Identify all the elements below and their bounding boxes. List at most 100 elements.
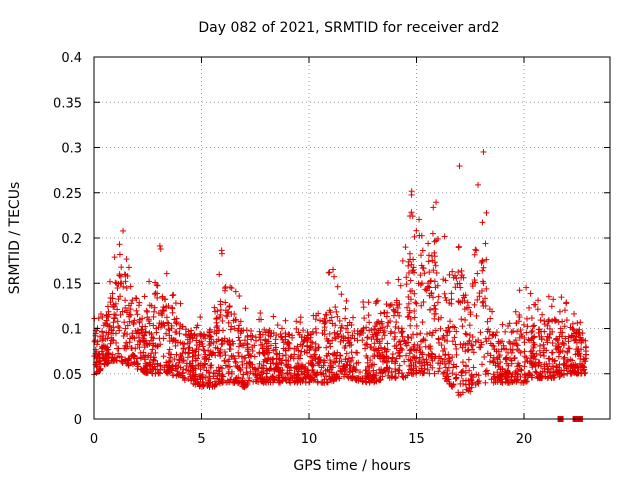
- data-point: [329, 320, 336, 327]
- data-point: [127, 306, 134, 313]
- data-point: [296, 331, 303, 338]
- data-point: [464, 347, 471, 354]
- data-point: [355, 359, 362, 366]
- data-point: [169, 309, 176, 316]
- data-point: [123, 339, 130, 346]
- data-point: [376, 366, 383, 373]
- data-point: [169, 304, 176, 311]
- data-point: [330, 266, 337, 273]
- data-point: [482, 371, 489, 378]
- data-point: [210, 339, 217, 346]
- data-point: [276, 374, 283, 381]
- data-point: [195, 361, 202, 368]
- data-point: [284, 370, 291, 377]
- data-point: [227, 346, 234, 353]
- data-point: [333, 355, 340, 362]
- data-point: [475, 380, 482, 387]
- data-point: [561, 307, 568, 314]
- data-point: [270, 313, 277, 320]
- data-point: [143, 369, 150, 376]
- data-point: [314, 369, 321, 376]
- data-point: [200, 382, 207, 389]
- data-point: [555, 353, 562, 360]
- data-point: [266, 366, 273, 373]
- data-point: [404, 304, 411, 311]
- data-point: [207, 333, 214, 340]
- data-point: [134, 341, 141, 348]
- data-point: [228, 285, 235, 292]
- data-point: [99, 313, 106, 320]
- data-point: [425, 252, 432, 259]
- data-point: [444, 370, 451, 377]
- data-point: [343, 297, 350, 304]
- data-point: [362, 367, 369, 374]
- data-point: [321, 315, 328, 322]
- data-point: [490, 379, 497, 386]
- data-point: [479, 361, 486, 368]
- data-point: [125, 264, 132, 271]
- data-point: [263, 347, 270, 354]
- data-point: [226, 303, 233, 310]
- data-point: [187, 368, 194, 375]
- data-point: [387, 302, 394, 309]
- data-point: [565, 363, 572, 370]
- data-point: [264, 375, 271, 382]
- data-point: [267, 360, 274, 367]
- data-point: [556, 308, 563, 315]
- data-point: [141, 342, 148, 349]
- data-point: [407, 256, 414, 263]
- data-point: [429, 357, 436, 364]
- grid: [94, 57, 610, 419]
- data-point: [555, 319, 562, 326]
- data-point: [436, 353, 443, 360]
- data-point: [128, 345, 135, 352]
- data-point: [143, 307, 150, 314]
- data-point: [468, 372, 475, 379]
- data-point: [528, 360, 535, 367]
- data-point: [217, 346, 224, 353]
- data-point: [407, 366, 414, 373]
- data-point: [445, 373, 452, 380]
- data-point: [294, 360, 301, 367]
- data-point: [317, 358, 324, 365]
- data-point: [291, 345, 298, 352]
- data-point: [186, 344, 193, 351]
- data-point: [289, 332, 296, 339]
- data-point: [490, 371, 497, 378]
- data-point: [567, 324, 574, 331]
- data-point: [432, 262, 439, 269]
- data-point: [221, 287, 228, 294]
- data-point: [397, 338, 404, 345]
- data-point: [518, 367, 525, 374]
- data-point: [440, 347, 447, 354]
- data-point: [343, 362, 350, 369]
- data-point: [560, 355, 567, 362]
- data-point: [499, 338, 506, 345]
- data-point: [265, 379, 272, 386]
- data-point: [159, 312, 166, 319]
- data-point: [214, 322, 221, 329]
- data-point: [120, 332, 127, 339]
- data-point: [340, 363, 347, 370]
- data-point: [431, 278, 438, 285]
- data-point: [309, 339, 316, 346]
- data-point: [226, 356, 233, 363]
- data-point: [105, 331, 112, 338]
- data-point: [252, 337, 259, 344]
- data-point: [367, 344, 374, 351]
- data-point: [106, 278, 113, 285]
- data-point: [345, 355, 352, 362]
- data-point: [199, 340, 206, 347]
- data-point: [379, 324, 386, 331]
- data-point: [222, 352, 229, 359]
- data-point: [213, 367, 220, 374]
- data-point: [146, 278, 153, 285]
- data-point: [465, 304, 472, 311]
- data-point: [156, 335, 163, 342]
- data-point: [415, 358, 422, 365]
- data-point: [160, 308, 167, 315]
- data-point: [199, 343, 206, 350]
- data-point: [532, 368, 539, 375]
- data-point: [477, 344, 484, 351]
- data-point: [325, 338, 332, 345]
